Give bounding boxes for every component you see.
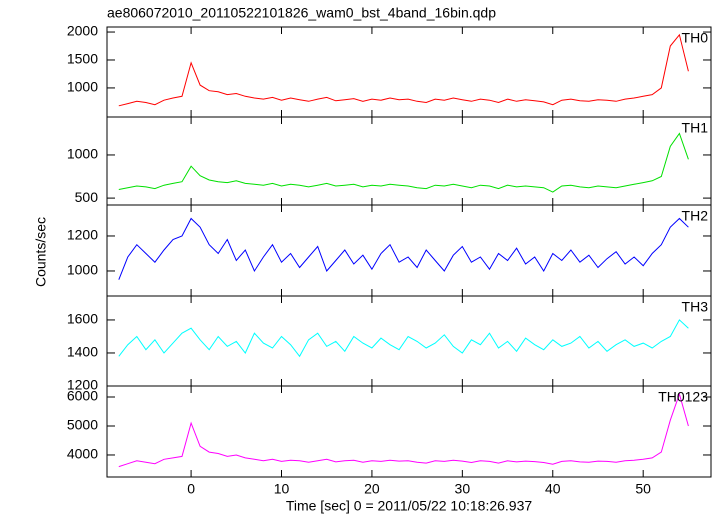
y-tick-label: 5000 <box>67 417 98 433</box>
y-tick-label: 4000 <box>67 446 98 462</box>
band-label: TH2 <box>682 208 709 224</box>
y-tick-label: 2000 <box>67 23 98 39</box>
x-tick-label: 40 <box>545 481 561 497</box>
y-tick-label: 6000 <box>67 388 98 404</box>
band-label: TH3 <box>682 299 709 315</box>
band-label: TH0123 <box>658 389 708 405</box>
y-tick-label: 1200 <box>67 227 98 243</box>
light-curve <box>118 319 689 358</box>
x-tick-label: 50 <box>635 481 651 497</box>
y-tick-label: 1400 <box>67 344 98 360</box>
panel-frame <box>106 116 712 206</box>
light-curve <box>118 33 689 107</box>
x-tick-label: 30 <box>455 481 471 497</box>
y-tick-label: 1600 <box>67 311 98 327</box>
light-curve <box>118 132 689 193</box>
y-tick-label: 1200 <box>67 377 98 393</box>
chart-title: ae806072010_20110522101826_wam0_bst_4ban… <box>107 5 496 21</box>
panel-frame <box>106 295 712 387</box>
light-curve <box>118 392 689 468</box>
panel-frame <box>106 204 712 297</box>
y-tick-label: 1500 <box>67 51 98 67</box>
x-tick-label: 0 <box>187 481 195 497</box>
band-label: TH1 <box>682 120 709 136</box>
y-tick-label: 500 <box>75 189 99 205</box>
y-tick-label: 1000 <box>67 146 98 162</box>
y-tick-label: 1000 <box>67 262 98 278</box>
y-axis-label: Counts/sec <box>33 217 49 287</box>
x-tick-label: 20 <box>364 481 380 497</box>
light-curve <box>118 217 689 280</box>
panel-frame <box>106 385 712 478</box>
y-tick-label: 1000 <box>67 79 98 95</box>
band-label: TH0 <box>682 30 709 46</box>
x-tick-label: 10 <box>274 481 290 497</box>
x-axis-label: Time [sec] 0 = 2011/05/22 10:18:26.937 <box>286 498 533 514</box>
panel-frame <box>106 26 712 118</box>
